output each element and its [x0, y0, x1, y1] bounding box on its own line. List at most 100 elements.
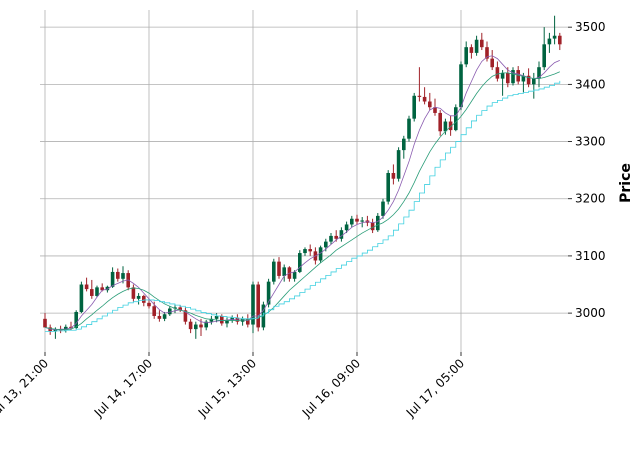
candle-body [110, 271, 115, 287]
candle-body [381, 201, 385, 216]
candle-body [422, 96, 427, 102]
candle-body [147, 302, 151, 307]
candle-body [558, 35, 562, 45]
candle-body [84, 284, 89, 290]
candle-body [152, 306, 156, 316]
candle-body [552, 35, 557, 39]
candle-body [303, 249, 307, 254]
candle-body [194, 324, 198, 330]
candle-body [516, 70, 520, 82]
x-tick-label: Jul 16, 09:00 [299, 356, 363, 420]
candle-body [266, 281, 271, 305]
candle-body [79, 284, 84, 312]
candle-body [64, 326, 68, 331]
candle-body [428, 101, 432, 108]
candle-body [173, 307, 177, 309]
candle-body [318, 247, 323, 261]
candle-body [391, 172, 396, 179]
candle-body [131, 287, 136, 299]
candle-body [355, 218, 359, 222]
candle-body [214, 315, 219, 319]
candle-body [480, 39, 484, 48]
candle-body [438, 112, 442, 132]
candle-body [464, 47, 468, 65]
candle-body [230, 317, 234, 320]
candle-body [298, 253, 302, 272]
y-tick-label: 3400 [575, 77, 606, 91]
candle-body [308, 249, 312, 252]
candle-body [334, 235, 338, 239]
candle-body [292, 271, 297, 279]
candle-body [121, 273, 125, 279]
x-tick-label: Jul 15, 13:00 [195, 356, 259, 420]
candle-body [506, 72, 510, 84]
x-tick-label: Jul 13, 21:00 [0, 356, 51, 420]
candle-body [183, 310, 188, 322]
candle-body [246, 318, 250, 325]
moving-average-line [45, 80, 561, 332]
candle-body [324, 241, 328, 248]
y-tick-label: 3200 [575, 192, 606, 206]
candle-body [43, 318, 47, 328]
candle-body [116, 271, 120, 279]
candle-body [272, 261, 276, 282]
moving-average-line [44, 71, 560, 331]
candle-body [329, 235, 333, 242]
x-tick-label: Jul 17, 05:00 [403, 356, 467, 420]
candle-body [100, 287, 104, 291]
candle-body [360, 220, 364, 222]
candle-body [339, 230, 344, 239]
candle-body [407, 118, 411, 139]
candle-body [417, 95, 422, 97]
candle-body [53, 329, 58, 332]
candle-body [542, 44, 546, 68]
candle-body [225, 319, 229, 324]
moving-average-line [44, 55, 560, 331]
candle-body [277, 261, 281, 276]
candle-body [251, 284, 255, 325]
candle-body [199, 324, 203, 328]
candle-body [350, 218, 354, 225]
candle-body [74, 311, 78, 328]
y-axis-label: Price [618, 163, 634, 203]
candle-body [474, 39, 479, 53]
y-tick-label: 3500 [575, 20, 606, 34]
candle-body [344, 224, 349, 231]
candle-body [469, 47, 474, 53]
y-tick-label: 3300 [575, 135, 606, 149]
candle-body [105, 286, 110, 291]
candle-body [459, 64, 463, 108]
candle-body [547, 38, 552, 45]
candle-body [490, 58, 494, 68]
candle-body [204, 321, 208, 328]
candle-body [396, 150, 401, 179]
candle-body [142, 295, 146, 303]
candle-body [448, 121, 453, 131]
candle-body [433, 107, 437, 113]
candle-body [532, 78, 536, 85]
candle-body [168, 308, 172, 315]
candle-body [443, 121, 448, 132]
y-tick-label: 3000 [575, 306, 606, 320]
candle-body [521, 75, 526, 82]
candle-body [511, 70, 515, 84]
candle-body [526, 75, 531, 85]
candle-body [162, 314, 167, 319]
candle-body [282, 267, 286, 276]
candle-body [188, 321, 193, 330]
candle-body [256, 284, 260, 328]
candle-body [412, 95, 416, 119]
candle-body [157, 315, 162, 319]
candle-body [95, 287, 99, 296]
candle-body [386, 172, 390, 202]
candle-body [178, 307, 182, 311]
candle-body [136, 295, 141, 299]
candle-body [220, 315, 224, 324]
x-tick-label: Jul 14, 17:00 [91, 356, 155, 420]
candle-body [209, 318, 214, 322]
y-tick-label: 3100 [575, 249, 606, 263]
candle-body [537, 67, 541, 79]
candle-body [370, 222, 375, 231]
candle-body [69, 326, 73, 328]
